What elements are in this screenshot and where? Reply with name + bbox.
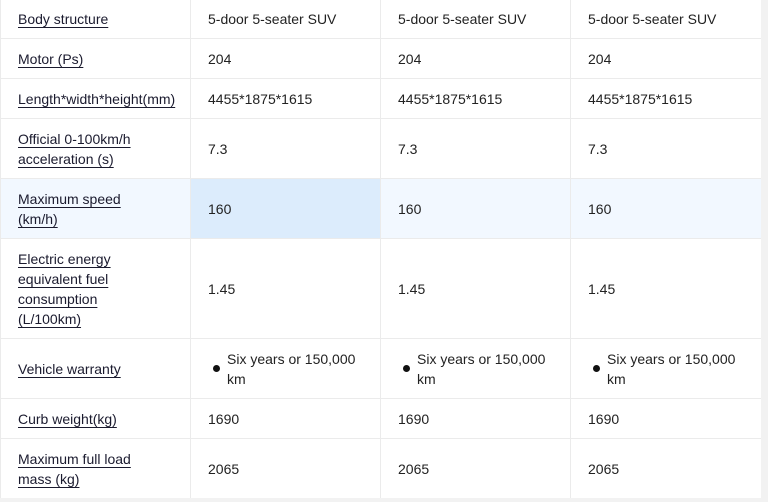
value-text: 5-door 5-seater SUV — [398, 11, 527, 28]
bullet — [403, 365, 410, 372]
value-cell: 1690 — [190, 398, 381, 439]
value-text: 5-door 5-seater SUV — [208, 11, 337, 28]
row-label-cell: Maximum speed (km/h) — [0, 178, 191, 239]
spec-row: Motor (Ps) 204 204 204 — [0, 38, 761, 79]
spec-row: Length*width*height(mm) 4455*1875*1615 445… — [0, 78, 761, 119]
value-text: 5-door 5-seater SUV — [588, 11, 717, 28]
value-cell: 160 — [190, 178, 381, 239]
value-cell: 204 — [190, 38, 381, 79]
value-text: 160 — [398, 201, 422, 218]
row-label-cell: Motor (Ps) — [0, 38, 191, 79]
value-cell: 1690 — [380, 398, 571, 439]
value-cell: Six years or 150,000 km — [380, 338, 571, 399]
value-text: 1690 — [398, 411, 430, 428]
value-text: 4455*1875*1615 — [398, 91, 503, 108]
row-label: Body structure — [18, 10, 109, 27]
row-label: Curb weight(kg) — [18, 410, 117, 427]
row-label-cell: Vehicle warranty — [0, 338, 191, 399]
value-text: 7.3 — [208, 141, 228, 158]
value-text: 1.45 — [588, 281, 616, 298]
value-text: 2065 — [398, 461, 430, 478]
spec-row: Curb weight(kg) 1690 1690 1690 — [0, 398, 761, 439]
value-text: 1690 — [588, 411, 620, 428]
value-cell: 204 — [570, 38, 761, 79]
row-label-cell: Length*width*height(mm) — [0, 78, 191, 119]
spec-row: Official 0-100km/h acceleration (s) 7.3 7.… — [0, 118, 761, 179]
spec-row: Electric energy equivalent fuel consumpt… — [0, 238, 761, 339]
value-cell: 7.3 — [190, 118, 381, 179]
value-text: 4455*1875*1615 — [588, 91, 693, 108]
value-cell: Six years or 150,000 km — [190, 338, 381, 399]
value-cell: 160 — [380, 178, 571, 239]
value-cell: 4455*1875*1615 — [380, 78, 571, 119]
row-label: Motor (Ps) — [18, 50, 84, 67]
value-cell: 1690 — [570, 398, 761, 439]
row-label: Maximum full load mass (kg) — [18, 450, 131, 487]
row-label-cell: Curb weight(kg) — [0, 398, 191, 439]
spec-row: Maximum speed (km/h) 160 160 160 — [0, 178, 761, 239]
value-text: Six years or 150,000 km — [227, 350, 356, 387]
spec-row: Maximum full load mass (kg) 2065 2065 2065 — [0, 438, 761, 498]
value-cell: 160 — [570, 178, 761, 239]
value-text: 160 — [208, 201, 232, 218]
value-cell: 2065 — [190, 438, 381, 498]
value-text: 1.45 — [398, 281, 426, 298]
row-label: Maximum speed (km/h) — [18, 190, 121, 227]
value-text: 160 — [588, 201, 612, 218]
value-cell: 1.45 — [190, 238, 381, 339]
value-text: 204 — [208, 51, 232, 68]
value-cell: 204 — [380, 38, 571, 79]
value-cell: 4455*1875*1615 — [570, 78, 761, 119]
value-text: 204 — [588, 51, 612, 68]
bullet — [213, 365, 220, 372]
value-cell: 1.45 — [570, 238, 761, 339]
spec-row: Body structure 5-door 5-seater SUV 5-door … — [0, 0, 761, 39]
value-text: 1690 — [208, 411, 240, 428]
row-label-cell: Official 0-100km/h acceleration (s) — [0, 118, 191, 179]
value-text: 2065 — [208, 461, 240, 478]
value-text: 1.45 — [208, 281, 236, 298]
value-cell: 1.45 — [380, 238, 571, 339]
value-cell: 7.3 — [570, 118, 761, 179]
row-label-cell: Maximum full load mass (kg) — [0, 438, 191, 498]
bullet — [593, 365, 600, 372]
value-text: Six years or 150,000 km — [607, 350, 736, 387]
value-text: 7.3 — [398, 141, 418, 158]
value-text: 2065 — [588, 461, 620, 478]
value-cell: 5-door 5-seater SUV — [570, 0, 761, 39]
value-cell: 7.3 — [380, 118, 571, 179]
row-label-cell: Electric energy equivalent fuel consumpt… — [0, 238, 191, 339]
value-text: 4455*1875*1615 — [208, 91, 313, 108]
value-text: Six years or 150,000 km — [417, 350, 546, 387]
row-label: Electric energy equivalent fuel consumpt… — [18, 250, 111, 327]
row-label: Length*width*height(mm) — [18, 90, 176, 107]
value-cell: 2065 — [570, 438, 761, 498]
value-cell: 5-door 5-seater SUV — [380, 0, 571, 39]
row-label: Vehicle warranty — [18, 360, 121, 377]
row-label-cell: Body structure — [0, 0, 191, 39]
value-text: 204 — [398, 51, 422, 68]
value-cell: 4455*1875*1615 — [190, 78, 381, 119]
value-text: 7.3 — [588, 141, 608, 158]
value-cell: Six years or 150,000 km — [570, 338, 761, 399]
value-cell: 5-door 5-seater SUV — [190, 0, 381, 39]
row-label: Official 0-100km/h acceleration (s) — [18, 130, 131, 167]
spec-row: Vehicle warranty Six years or 150,000 km S… — [0, 338, 761, 399]
value-cell: 2065 — [380, 438, 571, 498]
